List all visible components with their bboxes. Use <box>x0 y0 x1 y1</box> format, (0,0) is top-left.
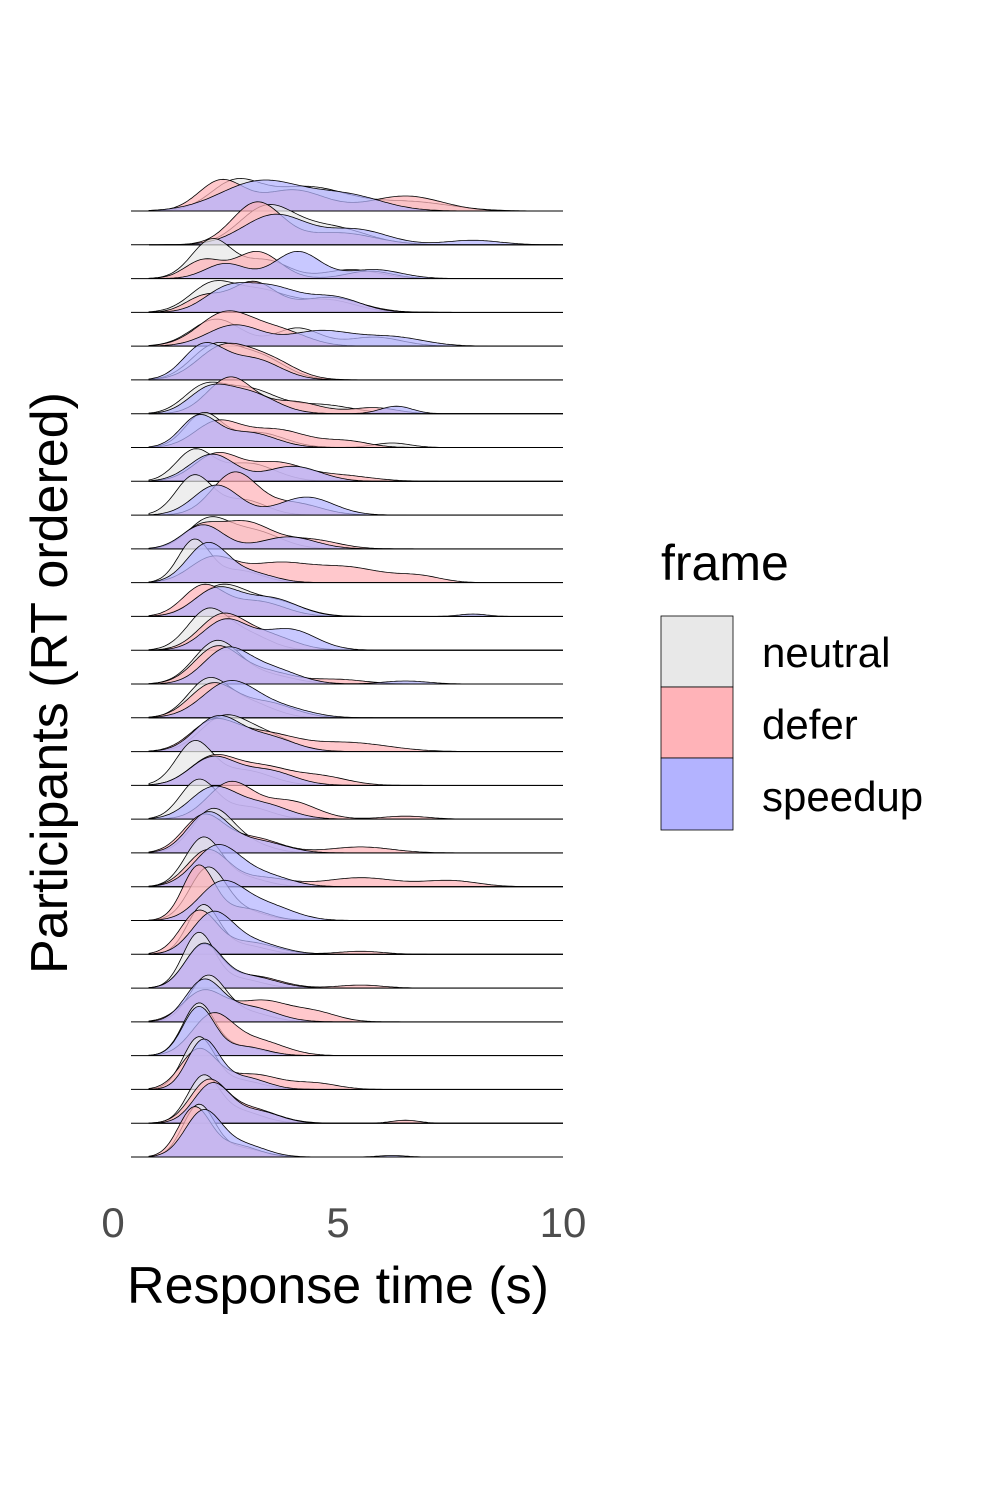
participant-ridge <box>131 341 563 381</box>
participant-ridge <box>131 471 563 516</box>
participant-ridge <box>131 714 563 753</box>
density-speedup <box>148 755 563 786</box>
ridges-group <box>131 177 563 1158</box>
density-speedup <box>148 342 563 381</box>
participant-ridge <box>131 538 563 584</box>
participant-ridge <box>131 310 563 347</box>
participant-ridge <box>131 639 563 685</box>
legend-key-speedup <box>660 757 734 831</box>
x-axis-title: Response time (s) <box>127 1257 549 1315</box>
x-axis-ticks: 0 5 10 <box>101 1199 586 1246</box>
x-tick-label: 0 <box>101 1199 124 1246</box>
participant-ridge <box>131 778 563 820</box>
participant-ridge <box>131 201 563 246</box>
x-tick-label: 10 <box>540 1199 587 1246</box>
legend-label-neutral: neutral <box>762 629 890 676</box>
participant-ridge <box>131 238 563 280</box>
legend-key-neutral <box>660 615 734 688</box>
participant-ridge <box>131 677 563 719</box>
participant-ridge <box>131 448 563 482</box>
legend: frame neutral defer speedup <box>660 535 923 831</box>
participant-ridge <box>131 376 563 415</box>
legend-entry-neutral: neutral <box>660 615 890 688</box>
x-tick-label: 5 <box>326 1199 349 1246</box>
legend-key-defer <box>660 686 734 759</box>
density-speedup <box>149 213 563 246</box>
legend-title: frame <box>661 535 789 591</box>
legend-entry-speedup: speedup <box>660 757 923 831</box>
participant-ridge <box>131 931 563 989</box>
participant-ridge <box>131 1103 563 1158</box>
density-speedup <box>148 484 563 516</box>
legend-entry-defer: defer <box>660 686 858 759</box>
participant-ridge <box>131 607 563 651</box>
legend-label-speedup: speedup <box>762 773 923 820</box>
participant-ridge <box>131 583 563 617</box>
participant-ridge <box>131 411 563 448</box>
density-speedup <box>148 1109 563 1158</box>
legend-label-defer: defer <box>762 701 858 748</box>
y-axis-title: Participants (RT ordered) <box>21 392 79 974</box>
participant-ridge <box>131 177 563 212</box>
participant-ridge <box>131 280 563 313</box>
